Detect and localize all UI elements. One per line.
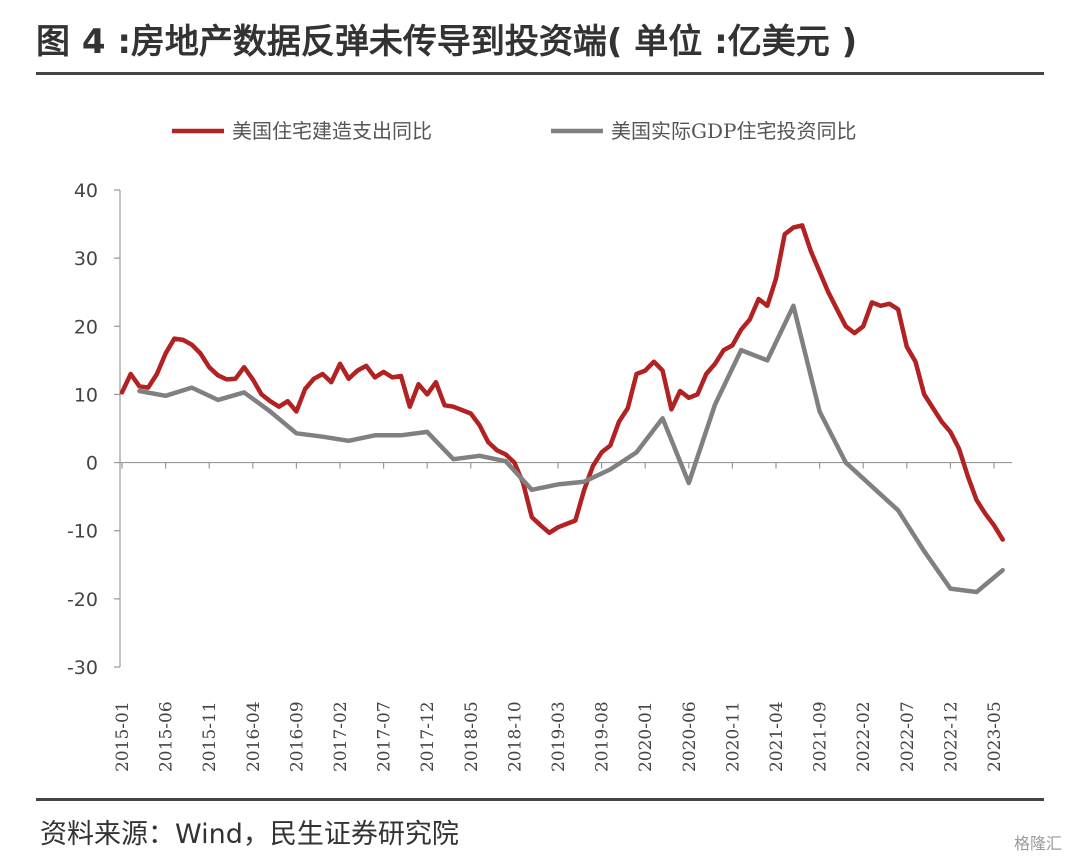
y-tick-label: 30 — [74, 248, 98, 270]
footer-divider — [36, 798, 1044, 801]
x-tick-label: 2016-04 — [244, 701, 264, 772]
title-divider — [36, 72, 1044, 75]
source-note: 资料来源：Wind，民生证券研究院 — [40, 819, 459, 850]
y-tick-label: -30 — [67, 657, 98, 679]
x-tick-label: 2015-01 — [113, 701, 133, 772]
x-tick-label: 2021-09 — [811, 701, 831, 772]
x-tick-label: 2020-06 — [680, 701, 700, 772]
x-tick-label: 2018-10 — [505, 701, 525, 772]
axes: 40 30 20 10 0 -10 -20 -30 2015-01 2015-06 2015-11 2… — [67, 180, 1012, 772]
x-tick-label: 2017-02 — [331, 701, 351, 772]
legend-label-1: 美国住宅建造支出同比 — [232, 119, 432, 143]
y-tick-label: 10 — [74, 384, 98, 406]
series-lines — [119, 223, 1005, 595]
x-tick-label: 2017-07 — [375, 701, 395, 772]
x-tick-label: 2019-08 — [593, 701, 613, 772]
series-line-1 — [119, 223, 1005, 542]
y-tick-label: 0 — [86, 453, 98, 475]
y-tick-label: 40 — [74, 180, 98, 202]
line-chart: 美国住宅建造支出同比 美国实际GDP住宅投资同比 40 30 20 10 0 -10 -20 -… — [67, 119, 1012, 772]
x-tick-label: 2016-09 — [287, 701, 307, 772]
x-tick-label: 2022-02 — [854, 701, 874, 772]
x-tick-label: 2018-05 — [462, 701, 482, 772]
series-line-2 — [137, 303, 1005, 595]
x-tick-label: 2019-03 — [549, 701, 569, 772]
x-tick-label: 2015-11 — [200, 701, 220, 772]
x-tick-label: 2020-11 — [723, 701, 743, 772]
x-tick-label: 2023-05 — [985, 701, 1005, 772]
y-tick-label: 20 — [74, 316, 98, 338]
x-tick-label: 2020-01 — [636, 701, 656, 772]
x-tick-label: 2017-12 — [418, 701, 438, 772]
watermark: 格隆汇 — [1013, 834, 1062, 853]
x-tick-label: 2021-04 — [767, 701, 787, 772]
x-tick-label: 2022-07 — [898, 701, 918, 772]
legend-label-2: 美国实际GDP住宅投资同比 — [611, 119, 856, 143]
x-tick-label: 2015-06 — [157, 701, 177, 772]
chart-title: 图 4 :房地产数据反弹未传导到投资端( 单位 :亿美元 ) — [36, 22, 858, 62]
y-tick-label: -10 — [67, 521, 98, 543]
x-tick-label: 2022-12 — [941, 701, 961, 772]
y-tick-label: -20 — [67, 589, 98, 611]
legend: 美国住宅建造支出同比 美国实际GDP住宅投资同比 — [172, 119, 856, 143]
